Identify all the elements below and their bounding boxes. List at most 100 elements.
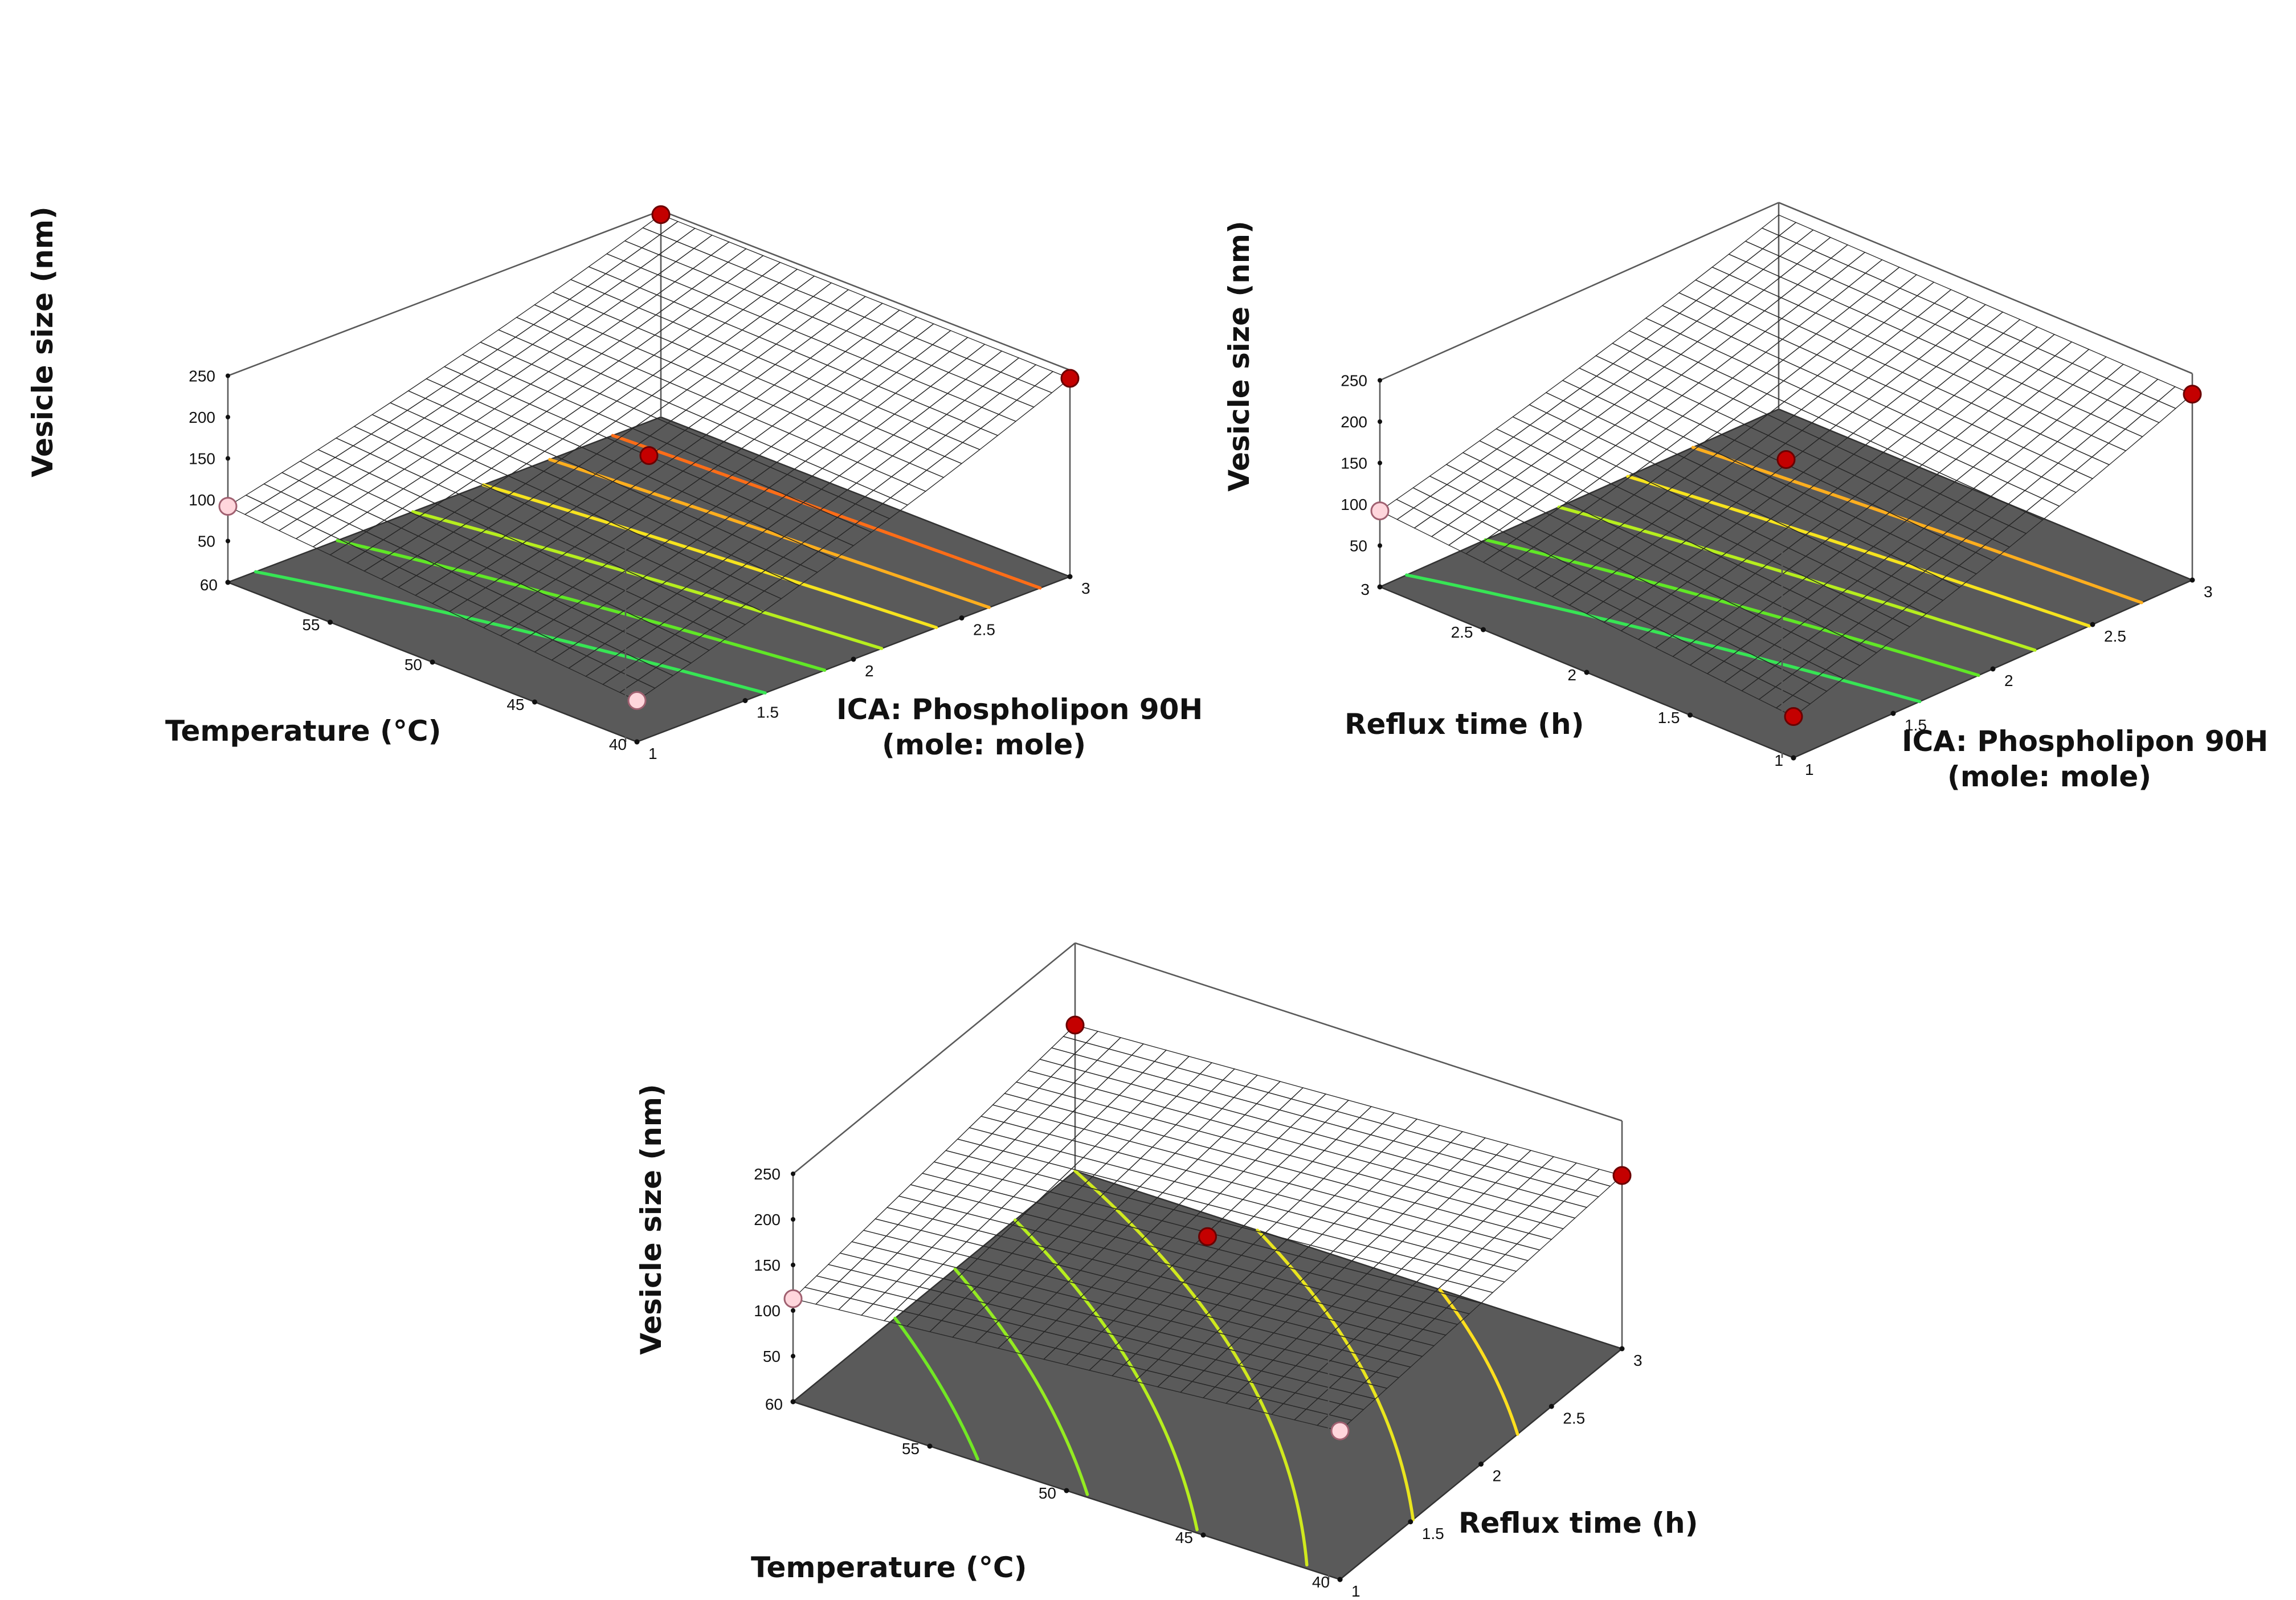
surface-patch <box>2003 340 2039 363</box>
surface-patch <box>421 444 459 466</box>
surface-patch <box>619 327 656 349</box>
surface-patch <box>1663 354 1699 375</box>
surface-patch <box>691 275 728 296</box>
surface-patch <box>1615 432 1650 454</box>
surface-patch <box>1552 1173 1588 1191</box>
surface-patch <box>1256 1092 1292 1111</box>
surface-patch <box>1413 1219 1449 1237</box>
surface-patch <box>693 234 730 256</box>
z-tick-label: 100 <box>1341 496 1367 513</box>
surface-patch <box>617 368 654 389</box>
surface-patch <box>827 1252 864 1271</box>
surface-patch <box>455 460 493 481</box>
surface-patch <box>921 1161 958 1180</box>
surface-patch <box>459 381 497 402</box>
surface-patch <box>1347 1117 1383 1136</box>
surface-patch <box>896 1270 932 1288</box>
surface-patch <box>1747 331 1783 353</box>
surface-patch <box>1714 357 1750 379</box>
surface-patch <box>370 422 407 443</box>
surface-patch <box>1129 1129 1165 1148</box>
surface-patch <box>1798 312 1834 334</box>
surface-patch <box>1954 424 1990 446</box>
surface-patch <box>528 411 565 432</box>
surface-patch <box>1118 1083 1155 1102</box>
surface-patch <box>964 386 1001 408</box>
design-point <box>639 446 659 465</box>
surface-patch <box>1450 1131 1486 1149</box>
surface-patch <box>2021 369 2057 392</box>
x-tick-label: 60 <box>200 576 218 594</box>
surface-patch <box>811 303 848 325</box>
surface-patch <box>1551 1201 1588 1219</box>
surface-patch <box>1413 1191 1451 1210</box>
surface-patch <box>279 499 316 520</box>
surface-patch <box>726 268 763 290</box>
surface-patch <box>1472 1165 1509 1183</box>
surface-patch <box>1682 403 1718 425</box>
surface-patch <box>1312 1121 1349 1140</box>
surface-patch <box>2089 356 2125 379</box>
surface-patch <box>846 296 884 318</box>
surface-patch <box>1714 336 1750 358</box>
surface-patch <box>926 456 963 478</box>
surface-patch <box>812 282 849 304</box>
surface-patch <box>2141 400 2177 423</box>
surface-patch <box>1987 354 2022 377</box>
surface-patch <box>1073 1042 1110 1061</box>
contour-line <box>1438 1288 1519 1436</box>
surface-patch <box>967 1144 1004 1163</box>
surface-patch <box>954 1213 991 1231</box>
surface-patch <box>479 349 516 370</box>
surface-patch <box>551 279 589 300</box>
surface-patch <box>423 405 460 426</box>
surface-patch <box>1242 1187 1278 1206</box>
surface-patch <box>1027 1059 1064 1077</box>
surface-patch <box>546 378 584 399</box>
surface-patch <box>1899 295 1935 317</box>
surface-patch <box>1513 425 1549 446</box>
surface-patch <box>688 336 725 357</box>
surface-patch <box>599 380 636 402</box>
surface-patch <box>1715 377 1751 399</box>
surface-patch <box>545 418 582 439</box>
y-tick-mark <box>1337 1577 1343 1582</box>
surface-patch <box>789 399 827 421</box>
surface-patch <box>880 330 917 352</box>
surface-patch <box>860 365 897 387</box>
surface-patch <box>822 434 860 456</box>
surface-patch <box>1884 350 1920 373</box>
surface-patch <box>856 448 893 470</box>
surface-patch <box>333 464 370 485</box>
surface-patch <box>652 362 689 383</box>
surface-patch <box>1431 524 1466 546</box>
surface-patch <box>1276 1211 1312 1229</box>
surface-patch <box>2020 326 2056 349</box>
contour-line <box>1405 573 1922 703</box>
surface-patch <box>1920 408 1956 431</box>
surface-patch <box>1117 1140 1153 1159</box>
y-tick-label: 1.5 <box>1905 716 1927 734</box>
surface-patch <box>529 371 567 392</box>
surface-patch <box>566 346 603 367</box>
y-tick-mark <box>2189 577 2195 583</box>
surface-patch <box>702 403 739 426</box>
surface-patch <box>2056 406 2092 428</box>
surface-patch <box>1988 397 2024 419</box>
z-tick-mark <box>791 1263 795 1267</box>
surface-patch <box>2020 348 2056 370</box>
surface-patch <box>550 319 587 340</box>
surface-patch <box>1425 1181 1462 1199</box>
surface-patch <box>1312 1150 1348 1168</box>
surface-patch <box>1530 432 1566 454</box>
surface-patch <box>1582 457 1617 479</box>
y-tick-label: 2.5 <box>2104 627 2126 645</box>
x-tick-mark <box>1688 712 1693 718</box>
surface-patch <box>1541 1156 1578 1174</box>
z-tick-label: 250 <box>754 1165 781 1183</box>
z-axis-label: Vesicle size (nm) <box>1223 221 1256 492</box>
surface-patch <box>1471 1193 1507 1211</box>
surface-patch <box>1462 460 1498 482</box>
surface-patch <box>943 442 981 464</box>
surface-patch <box>1438 1142 1474 1160</box>
